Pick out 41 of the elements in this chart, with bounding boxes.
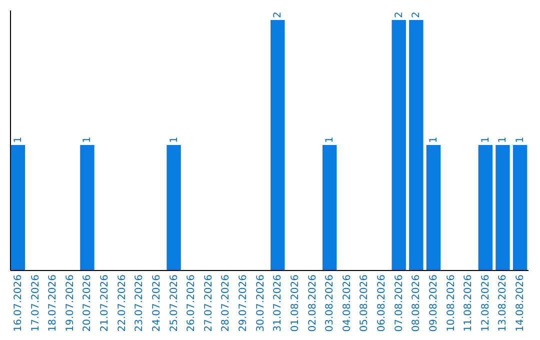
x-tick-label: 12.08.2026 bbox=[480, 274, 492, 332]
x-tick-label: 21.07.2026 bbox=[100, 274, 111, 332]
x-tick-label: 30.07.2026 bbox=[255, 274, 266, 332]
x-tick-label: 19.07.2026 bbox=[64, 274, 76, 332]
data-label: 1 bbox=[168, 136, 180, 143]
x-tick-label: 07.08.2026 bbox=[394, 274, 405, 332]
x-tick-label: 10.08.2026 bbox=[446, 274, 457, 332]
data-label: 2 bbox=[411, 12, 422, 18]
x-tick-label: 31.07.2026 bbox=[272, 274, 284, 332]
x-tick-label: 08.08.2026 bbox=[411, 274, 422, 332]
x-tick-label: 02.08.2026 bbox=[307, 274, 318, 332]
x-tick-label: 26.07.2026 bbox=[186, 274, 198, 332]
data-label: 1 bbox=[498, 136, 509, 143]
data-label: 1 bbox=[12, 136, 24, 143]
x-tick-label: 23.07.2026 bbox=[134, 274, 146, 332]
x-tick-label: 11.08.2026 bbox=[463, 274, 474, 332]
x-tick-label: 20.07.2026 bbox=[82, 274, 94, 332]
data-label: 1 bbox=[515, 136, 526, 143]
data-label: 1 bbox=[428, 136, 440, 143]
x-tick-label: 05.08.2026 bbox=[359, 274, 370, 332]
x-tick-label: 28.07.2026 bbox=[220, 274, 232, 332]
x-tick-label: 29.07.2026 bbox=[238, 274, 250, 332]
x-tick-label: 27.07.2026 bbox=[203, 274, 214, 332]
data-label: 1 bbox=[82, 136, 94, 143]
x-tick-label: 17.07.2026 bbox=[30, 274, 42, 332]
x-tick-label: 16.07.2026 bbox=[12, 274, 24, 332]
data-label: 2 bbox=[272, 12, 284, 18]
x-tick-label: 04.08.2026 bbox=[342, 274, 353, 332]
x-tick-label: 14.08.2026 bbox=[515, 274, 526, 332]
x-tick-label: 22.07.2026 bbox=[116, 274, 128, 332]
x-tick-label: 09.08.2026 bbox=[428, 274, 440, 332]
x-tick-label: 03.08.2026 bbox=[324, 274, 336, 332]
data-label: 1 bbox=[324, 136, 336, 143]
x-tick-label: 06.08.2026 bbox=[376, 274, 388, 332]
data-label: 1 bbox=[480, 136, 492, 143]
data-label: 2 bbox=[394, 12, 405, 18]
x-tick-label: 24.07.2026 bbox=[151, 274, 162, 332]
x-tick-label: 18.07.2026 bbox=[48, 274, 59, 332]
x-tick-label: 25.07.2026 bbox=[168, 274, 180, 332]
x-tick-label: 13.08.2026 bbox=[498, 274, 509, 332]
x-tick-label: 01.08.2026 bbox=[290, 274, 301, 332]
